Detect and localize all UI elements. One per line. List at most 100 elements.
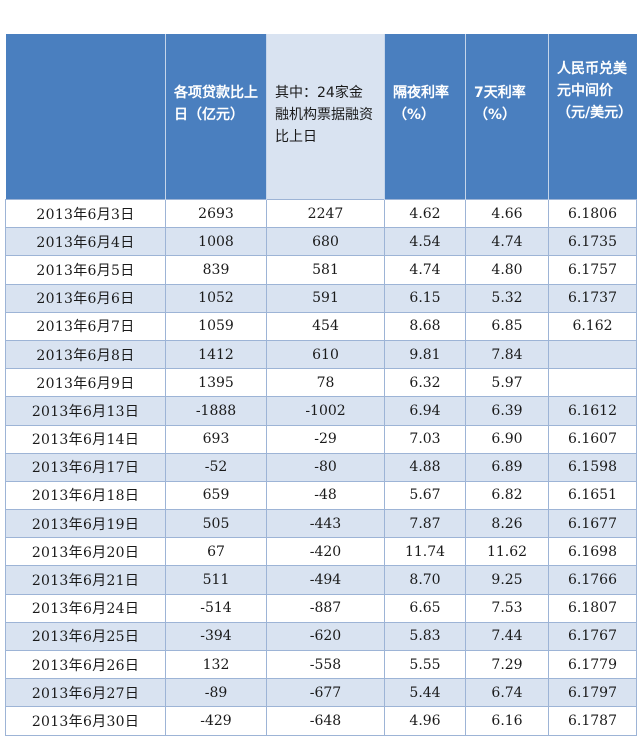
table-row: 2013年6月30日 -429 -648 4.96 6.16 6.1787 bbox=[5, 706, 637, 736]
table-row: 2013年6月4日 1008 680 4.54 4.74 6.1735 bbox=[5, 227, 637, 257]
cell-seven-day-rate: 6.90 bbox=[465, 424, 549, 454]
cell-loans: 839 bbox=[165, 255, 267, 285]
table-row: 2013年6月26日 132 -558 5.55 7.29 6.1779 bbox=[5, 649, 637, 680]
header-seven-day-rate: 7天利率（%） bbox=[465, 34, 549, 200]
table-row: 2013年6月18日 659 -48 5.67 6.82 6.1651 bbox=[5, 480, 637, 511]
cell-usd-cny-rate bbox=[548, 368, 637, 398]
cell-usd-cny-rate: 6.1598 bbox=[548, 452, 637, 482]
cell-loans: 659 bbox=[165, 480, 267, 511]
table-row: 2013年6月25日 -394 -620 5.83 7.44 6.1767 bbox=[5, 621, 637, 652]
header-overnight-rate: 隔夜利率（%） bbox=[384, 34, 466, 200]
cell-date: 2013年6月6日 bbox=[5, 283, 166, 313]
cell-loans: 132 bbox=[165, 649, 267, 680]
cell-bill-financing: -887 bbox=[266, 593, 385, 623]
cell-loans: 67 bbox=[165, 537, 267, 567]
cell-seven-day-rate: 11.62 bbox=[465, 537, 549, 567]
cell-bill-financing: 78 bbox=[266, 368, 385, 398]
header-date bbox=[5, 34, 166, 200]
cell-date: 2013年6月13日 bbox=[5, 396, 166, 426]
cell-overnight-rate: 9.81 bbox=[384, 339, 466, 370]
cell-bill-financing: -80 bbox=[266, 452, 385, 482]
cell-date: 2013年6月26日 bbox=[5, 649, 166, 680]
cell-loans: -89 bbox=[165, 678, 267, 708]
cell-bill-financing: -443 bbox=[266, 509, 385, 539]
cell-overnight-rate: 5.67 bbox=[384, 480, 466, 511]
cell-overnight-rate: 8.68 bbox=[384, 311, 466, 341]
cell-seven-day-rate: 9.25 bbox=[465, 565, 549, 595]
table-row: 2013年6月14日 693 -29 7.03 6.90 6.1607 bbox=[5, 424, 637, 454]
cell-overnight-rate: 4.54 bbox=[384, 227, 466, 257]
cell-overnight-rate: 8.70 bbox=[384, 565, 466, 595]
cell-seven-day-rate: 6.16 bbox=[465, 706, 549, 736]
cell-usd-cny-rate: 6.1677 bbox=[548, 509, 637, 539]
cell-bill-financing: -558 bbox=[266, 649, 385, 680]
cell-seven-day-rate: 6.82 bbox=[465, 480, 549, 511]
cell-seven-day-rate: 6.39 bbox=[465, 396, 549, 426]
cell-usd-cny-rate: 6.162 bbox=[548, 311, 637, 341]
cell-loans: 1395 bbox=[165, 368, 267, 398]
header-usd-cny-rate: 人民币兑美元中间价（元/美元） bbox=[548, 34, 637, 200]
cell-seven-day-rate: 7.53 bbox=[465, 593, 549, 623]
table-row: 2013年6月21日 511 -494 8.70 9.25 6.1766 bbox=[5, 565, 637, 595]
table-row: 2013年6月17日 -52 -80 4.88 6.89 6.1598 bbox=[5, 452, 637, 482]
cell-seven-day-rate: 6.89 bbox=[465, 452, 549, 482]
cell-loans: -52 bbox=[165, 452, 267, 482]
cell-date: 2013年6月27日 bbox=[5, 678, 166, 708]
cell-bill-financing: 680 bbox=[266, 227, 385, 257]
table-row: 2013年6月6日 1052 591 6.15 5.32 6.1737 bbox=[5, 283, 637, 313]
cell-loans: 1008 bbox=[165, 227, 267, 257]
cell-loans: 1052 bbox=[165, 283, 267, 313]
cell-date: 2013年6月19日 bbox=[5, 509, 166, 539]
table-row: 2013年6月7日 1059 454 8.68 6.85 6.162 bbox=[5, 311, 637, 341]
cell-loans: 505 bbox=[165, 509, 267, 539]
cell-bill-financing: -1002 bbox=[266, 396, 385, 426]
table-row: 2013年6月3日 2693 2247 4.62 4.66 6.1806 bbox=[5, 198, 637, 229]
cell-overnight-rate: 5.44 bbox=[384, 678, 466, 708]
cell-overnight-rate: 6.65 bbox=[384, 593, 466, 623]
cell-usd-cny-rate: 6.1766 bbox=[548, 565, 637, 595]
cell-bill-financing: -648 bbox=[266, 706, 385, 736]
cell-overnight-rate: 7.87 bbox=[384, 509, 466, 539]
cell-seven-day-rate: 4.66 bbox=[465, 198, 549, 229]
cell-date: 2013年6月24日 bbox=[5, 593, 166, 623]
cell-date: 2013年6月8日 bbox=[5, 339, 166, 370]
header-bill-financing: 其中：24家金融机构票据融资比上日 bbox=[266, 34, 385, 200]
table-row: 2013年6月9日 1395 78 6.32 5.97 bbox=[5, 368, 637, 398]
table-row: 2013年6月27日 -89 -677 5.44 6.74 6.1797 bbox=[5, 678, 637, 708]
header-loans: 各项贷款比上日（亿元） bbox=[165, 34, 267, 200]
cell-loans: -394 bbox=[165, 621, 267, 652]
cell-usd-cny-rate: 6.1607 bbox=[548, 424, 637, 454]
cell-seven-day-rate: 6.85 bbox=[465, 311, 549, 341]
cell-date: 2013年6月30日 bbox=[5, 706, 166, 736]
cell-date: 2013年6月9日 bbox=[5, 368, 166, 398]
cell-date: 2013年6月7日 bbox=[5, 311, 166, 341]
cell-loans: 511 bbox=[165, 565, 267, 595]
table-row: 2013年6月24日 -514 -887 6.65 7.53 6.1807 bbox=[5, 593, 637, 623]
cell-seven-day-rate: 7.29 bbox=[465, 649, 549, 680]
data-table-container: 各项贷款比上日（亿元） 其中：24家金融机构票据融资比上日 隔夜利率（%） 7天… bbox=[5, 34, 637, 736]
cell-bill-financing: 454 bbox=[266, 311, 385, 341]
cell-usd-cny-rate: 6.1757 bbox=[548, 255, 637, 285]
cell-date: 2013年6月14日 bbox=[5, 424, 166, 454]
cell-loans: -514 bbox=[165, 593, 267, 623]
cell-usd-cny-rate: 6.1735 bbox=[548, 227, 637, 257]
cell-date: 2013年6月3日 bbox=[5, 198, 166, 229]
cell-usd-cny-rate: 6.1807 bbox=[548, 593, 637, 623]
cell-seven-day-rate: 5.32 bbox=[465, 283, 549, 313]
cell-bill-financing: -48 bbox=[266, 480, 385, 511]
cell-seven-day-rate: 6.74 bbox=[465, 678, 549, 708]
cell-usd-cny-rate: 6.1806 bbox=[548, 198, 637, 229]
cell-usd-cny-rate bbox=[548, 339, 637, 370]
cell-loans: 1059 bbox=[165, 311, 267, 341]
cell-date: 2013年6月21日 bbox=[5, 565, 166, 595]
cell-usd-cny-rate: 6.1787 bbox=[548, 706, 637, 736]
cell-usd-cny-rate: 6.1737 bbox=[548, 283, 637, 313]
cell-seven-day-rate: 4.74 bbox=[465, 227, 549, 257]
table-body: 2013年6月3日 2693 2247 4.62 4.66 6.1806 2013年6月4日… bbox=[5, 198, 637, 736]
cell-overnight-rate: 11.74 bbox=[384, 537, 466, 567]
table-row: 2013年6月13日 -1888 -1002 6.94 6.39 6.1612 bbox=[5, 396, 637, 426]
cell-usd-cny-rate: 6.1612 bbox=[548, 396, 637, 426]
cell-overnight-rate: 4.62 bbox=[384, 198, 466, 229]
cell-seven-day-rate: 7.44 bbox=[465, 621, 549, 652]
table-row: 2013年6月8日 1412 610 9.81 7.84 bbox=[5, 339, 637, 370]
